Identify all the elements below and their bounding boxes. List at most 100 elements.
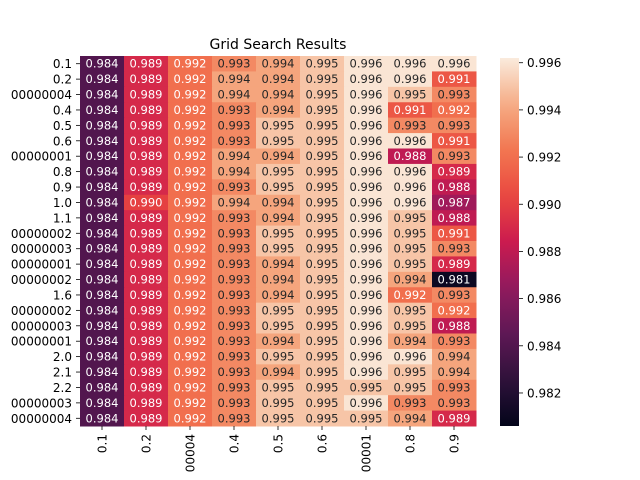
y-tick-label: 0.5 [53,119,72,133]
heatmap-cell [344,364,389,381]
heatmap-cell [212,133,257,149]
heatmap-cell [300,287,345,304]
y-tick-label: 00000001 [11,258,72,272]
cell-value-label: 0.996 [350,103,383,117]
heatmap-cell [300,410,345,427]
cell-value-label: 0.995 [394,242,427,256]
heatmap-cell [300,348,345,365]
cell-value-label: 0.992 [174,334,207,348]
heatmap-cell [344,86,389,103]
heatmap-cell [80,179,125,196]
heatmap-cell [388,241,433,257]
cell-value-label: 0.993 [218,103,251,117]
cell-value-label: 0.994 [394,411,427,425]
colorbar-tick-label: 0.990 [527,198,561,212]
cell-value-label: 0.996 [350,303,383,317]
heatmap-cell [344,318,389,334]
cell-value-label: 0.995 [306,365,339,379]
x-tick-label: 00001 [360,434,374,472]
heatmap-cell [80,163,125,180]
colorbar-tick-label: 0.994 [527,103,561,117]
cell-value-label: 0.992 [174,149,207,163]
heatmap-cell [388,163,433,180]
cell-value-label: 0.990 [130,195,163,209]
cell-value-label: 0.994 [394,273,427,287]
heatmap-cell [388,302,433,319]
heatmap-cell [256,86,301,103]
heatmap-cell [124,117,169,134]
x-tick-label: 0.4 [228,434,242,453]
heatmap-cell [344,163,389,180]
heatmap-cell [80,56,125,72]
cell-value-label: 0.994 [262,103,295,117]
y-tick-label: 0.8 [53,165,72,179]
heatmap-cell [212,179,257,196]
heatmap-cell [212,348,257,365]
cell-value-label: 0.995 [262,303,295,317]
cell-value-label: 0.989 [130,288,163,302]
heatmap-cell [344,241,389,257]
heatmap-cell [256,241,301,257]
cell-value-label: 0.984 [86,211,119,225]
heatmap-cell [300,102,345,119]
cell-value-label: 0.994 [262,149,295,163]
heatmap-cell [344,117,389,134]
y-tick-label: 00000001 [11,150,72,164]
cell-value-label: 0.984 [86,334,119,348]
cell-value-label: 0.995 [306,103,339,117]
cell-value-label: 0.995 [306,57,339,71]
heatmap-cell [388,117,433,134]
cell-value-label: 0.984 [86,396,119,410]
cell-value-label: 0.992 [174,319,207,333]
heatmap-cell [300,71,345,88]
cell-value-label: 0.989 [130,134,163,148]
heatmap-cell [168,133,213,149]
cell-value-label: 0.993 [218,242,251,256]
cell-value-label: 0.992 [174,211,207,225]
colorbar-tick-label: 0.984 [527,339,561,353]
cell-value-label: 0.989 [130,180,163,194]
heatmap-cell [432,256,477,273]
heatmap-cell [80,379,125,396]
heatmap-cell [168,395,213,412]
cell-value-label: 0.995 [262,226,295,240]
heatmap-cell [344,71,389,88]
heatmap-cell [300,395,345,412]
cell-value-label: 0.996 [350,88,383,102]
cell-value-label: 0.996 [394,165,427,179]
heatmap-cell [124,71,169,88]
cell-value-label: 0.995 [306,211,339,225]
cell-value-label: 0.996 [350,319,383,333]
cell-value-label: 0.991 [438,72,471,86]
heatmap-cell [432,241,477,257]
heatmap-cell [432,56,477,72]
cell-value-label: 0.993 [218,411,251,425]
heatmap-cell [432,179,477,196]
cell-value-label: 0.992 [438,103,471,117]
cell-value-label: 0.989 [130,88,163,102]
heatmap-cell [432,333,477,350]
heatmap-cell [212,410,257,427]
heatmap-cell [80,71,125,88]
cell-value-label: 0.995 [306,411,339,425]
cell-value-label: 0.996 [438,57,471,71]
heatmap-cell [124,241,169,257]
cell-value-label: 0.995 [350,380,383,394]
heatmap-cell [344,395,389,412]
cell-value-label: 0.994 [218,72,251,86]
heatmap-cell [80,348,125,365]
heatmap-cell [256,56,301,72]
cell-value-label: 0.993 [438,380,471,394]
heatmap-cell [80,117,125,134]
cell-value-label: 0.996 [350,365,383,379]
cell-value-label: 0.989 [130,57,163,71]
heatmap-cell [124,333,169,350]
heatmap-cell [124,163,169,180]
cell-value-label: 0.992 [174,226,207,240]
heatmap-cell [212,287,257,304]
cell-value-label: 0.993 [218,396,251,410]
heatmap-cell [300,133,345,149]
heatmap-cell [212,241,257,257]
cell-value-label: 0.989 [130,334,163,348]
